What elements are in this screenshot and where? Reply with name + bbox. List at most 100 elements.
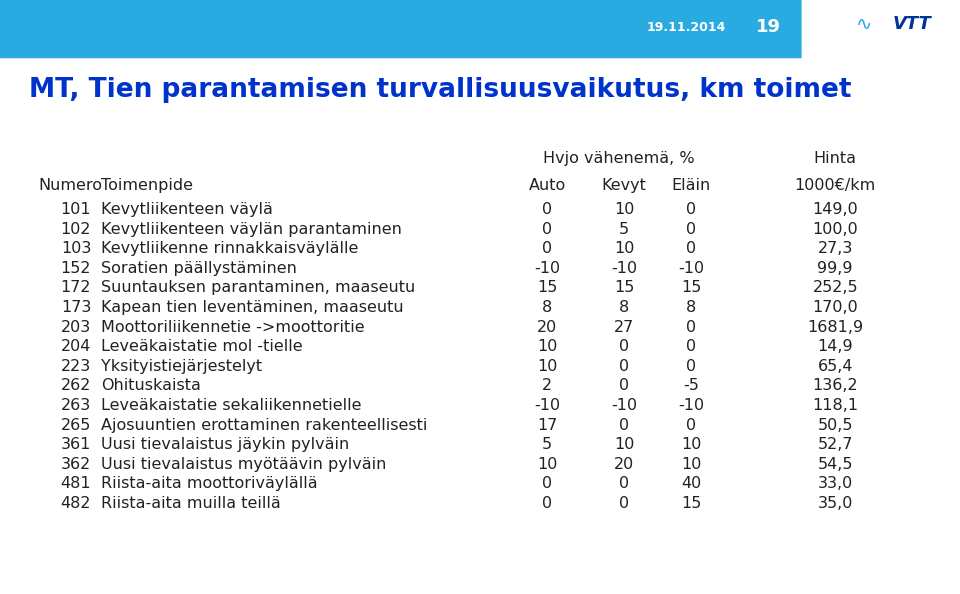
Text: 102: 102 (60, 222, 91, 236)
Text: 8: 8 (686, 300, 696, 315)
Text: 170,0: 170,0 (812, 300, 858, 315)
Text: Uusi tievalaistus jäykin pylväin: Uusi tievalaistus jäykin pylväin (101, 437, 349, 452)
Text: 10: 10 (537, 359, 558, 374)
Text: 252,5: 252,5 (812, 280, 858, 295)
Text: 65,4: 65,4 (818, 359, 852, 374)
Text: Ohituskaista: Ohituskaista (101, 378, 201, 393)
Text: Yksityistiejärjestelyt: Yksityistiejärjestelyt (101, 359, 262, 374)
Text: 27: 27 (613, 320, 635, 334)
Text: 40: 40 (681, 476, 702, 491)
Text: 0: 0 (619, 339, 629, 354)
Text: -10: -10 (534, 261, 561, 276)
Text: 20: 20 (613, 457, 635, 472)
Text: 0: 0 (542, 202, 552, 217)
Text: 1681,9: 1681,9 (807, 320, 863, 334)
Text: 52,7: 52,7 (818, 437, 852, 452)
Text: 0: 0 (619, 476, 629, 491)
Text: 173: 173 (60, 300, 91, 315)
Text: 35,0: 35,0 (818, 496, 852, 511)
Text: 482: 482 (60, 496, 91, 511)
Text: VTT: VTT (893, 15, 931, 33)
Text: Suuntauksen parantaminen, maaseutu: Suuntauksen parantaminen, maaseutu (101, 280, 415, 295)
Text: 5: 5 (619, 222, 629, 236)
Text: 152: 152 (60, 261, 91, 276)
Text: 103: 103 (60, 241, 91, 256)
Text: Uusi tievalaistus myötäävin pylväin: Uusi tievalaistus myötäävin pylväin (101, 457, 386, 472)
Text: -5: -5 (684, 378, 699, 393)
Text: 204: 204 (60, 339, 91, 354)
Text: 17: 17 (537, 418, 558, 432)
Text: ∿: ∿ (856, 15, 873, 34)
Text: 172: 172 (60, 280, 91, 295)
Text: Hinta: Hinta (814, 151, 856, 166)
Text: -10: -10 (678, 398, 705, 413)
Text: 10: 10 (537, 457, 558, 472)
Text: 101: 101 (60, 202, 91, 217)
Text: 8: 8 (542, 300, 552, 315)
Text: -10: -10 (611, 398, 637, 413)
Text: Eläin: Eläin (672, 178, 710, 193)
Text: 0: 0 (542, 496, 552, 511)
Text: 0: 0 (542, 222, 552, 236)
Text: -10: -10 (534, 398, 561, 413)
Text: 0: 0 (619, 496, 629, 511)
Text: 263: 263 (60, 398, 91, 413)
Text: 10: 10 (613, 202, 635, 217)
Text: 1000€/km: 1000€/km (795, 178, 876, 193)
Text: 0: 0 (686, 320, 696, 334)
Text: Leveäkaistatie mol -tielle: Leveäkaistatie mol -tielle (101, 339, 302, 354)
Text: 8: 8 (619, 300, 629, 315)
Text: Kapean tien leventäminen, maaseutu: Kapean tien leventäminen, maaseutu (101, 300, 403, 315)
Text: 5: 5 (542, 437, 552, 452)
Text: -10: -10 (611, 261, 637, 276)
Text: 149,0: 149,0 (812, 202, 858, 217)
Text: Kevytliikenteen väylä: Kevytliikenteen väylä (101, 202, 273, 217)
Text: Numero: Numero (38, 178, 103, 193)
Text: Soratien päällystäminen: Soratien päällystäminen (101, 261, 297, 276)
Text: Kevyt: Kevyt (602, 178, 646, 193)
Text: 0: 0 (619, 359, 629, 374)
Text: Kevytliikenne rinnakkaisväylälle: Kevytliikenne rinnakkaisväylälle (101, 241, 358, 256)
Text: 265: 265 (60, 418, 91, 432)
Text: 0: 0 (686, 222, 696, 236)
Text: 15: 15 (613, 280, 635, 295)
Text: 33,0: 33,0 (818, 476, 852, 491)
Text: 100,0: 100,0 (812, 222, 858, 236)
Text: -10: -10 (678, 261, 705, 276)
Text: 10: 10 (537, 339, 558, 354)
Text: 0: 0 (619, 418, 629, 432)
Text: 0: 0 (686, 241, 696, 256)
Text: Riista-aita muilla teillä: Riista-aita muilla teillä (101, 496, 280, 511)
Text: 0: 0 (686, 418, 696, 432)
Text: 10: 10 (613, 241, 635, 256)
Text: Kevytliikenteen väylän parantaminen: Kevytliikenteen väylän parantaminen (101, 222, 401, 236)
Text: 10: 10 (681, 457, 702, 472)
Text: 99,9: 99,9 (818, 261, 852, 276)
Text: 136,2: 136,2 (812, 378, 858, 393)
Text: Moottoriliikennetie ->moottoritie: Moottoriliikennetie ->moottoritie (101, 320, 365, 334)
Text: 361: 361 (60, 437, 91, 452)
Text: 15: 15 (681, 496, 702, 511)
Text: 262: 262 (60, 378, 91, 393)
Text: 118,1: 118,1 (812, 398, 858, 413)
Text: 203: 203 (60, 320, 91, 334)
Text: 19.11.2014: 19.11.2014 (647, 21, 726, 34)
Text: Auto: Auto (529, 178, 565, 193)
Text: 0: 0 (619, 378, 629, 393)
Text: 10: 10 (613, 437, 635, 452)
Text: Toimenpide: Toimenpide (101, 178, 193, 193)
Text: 0: 0 (542, 476, 552, 491)
Text: 27,3: 27,3 (818, 241, 852, 256)
Text: Leveäkaistatie sekaliikennetielle: Leveäkaistatie sekaliikennetielle (101, 398, 361, 413)
Text: MT, Tien parantamisen turvallisuusvaikutus, km toimet: MT, Tien parantamisen turvallisuusvaikut… (29, 77, 852, 103)
Text: 0: 0 (686, 359, 696, 374)
Text: 14,9: 14,9 (817, 339, 853, 354)
Text: 0: 0 (542, 241, 552, 256)
Text: Riista-aita moottoriväylällä: Riista-aita moottoriväylällä (101, 476, 318, 491)
Text: 2: 2 (542, 378, 552, 393)
Text: 15: 15 (537, 280, 558, 295)
Text: 15: 15 (681, 280, 702, 295)
Text: 223: 223 (60, 359, 91, 374)
Text: Ajosuuntien erottaminen rakenteellisesti: Ajosuuntien erottaminen rakenteellisesti (101, 418, 427, 432)
Text: 0: 0 (686, 202, 696, 217)
